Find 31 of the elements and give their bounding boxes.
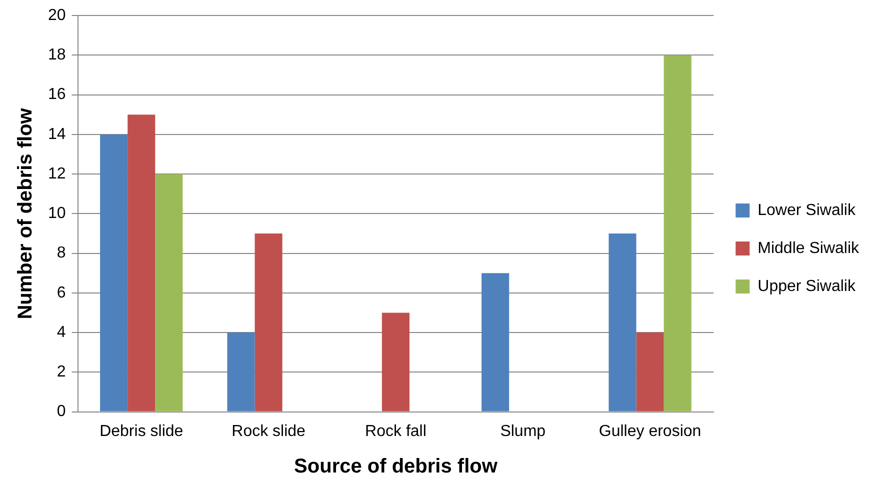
- bar: [128, 114, 156, 412]
- x-tick-label: Rock fall: [365, 422, 426, 440]
- legend-label: Middle Siwalik: [758, 240, 860, 257]
- bar: [664, 55, 692, 412]
- x-tick-label: Gulley erosion: [598, 422, 702, 440]
- y-tick-label: 20: [48, 7, 66, 24]
- bar: [254, 234, 282, 412]
- y-tick-label: 6: [56, 284, 66, 302]
- y-tick-label: 4: [56, 324, 66, 341]
- legend-label: Lower Siwalik: [758, 202, 856, 219]
- y-tick-label: 2: [56, 364, 66, 381]
- y-tick-label: 16: [48, 86, 66, 104]
- bar: [100, 134, 128, 412]
- bar: [608, 234, 636, 412]
- bar: [382, 312, 410, 412]
- y-tick-label: 8: [56, 244, 66, 262]
- bar: [636, 332, 664, 412]
- bar: [482, 273, 510, 412]
- x-tick-label: Debris slide: [100, 422, 184, 440]
- y-tick-label: 14: [48, 126, 66, 143]
- x-tick-label: Rock slide: [232, 422, 306, 440]
- bar: [227, 332, 255, 412]
- y-tick-label: 12: [48, 165, 66, 182]
- y-tick-label: 18: [48, 46, 66, 64]
- y-tick-label: 0: [56, 403, 66, 420]
- x-axis-title: Source of debris flow: [294, 456, 498, 478]
- legend-label: Upper Siwalik: [758, 278, 856, 295]
- y-tick-label: 10: [48, 205, 66, 222]
- bar: [155, 174, 183, 412]
- x-tick-label: Slump: [500, 422, 546, 440]
- y-axis-title: Number of debris flow: [14, 108, 37, 320]
